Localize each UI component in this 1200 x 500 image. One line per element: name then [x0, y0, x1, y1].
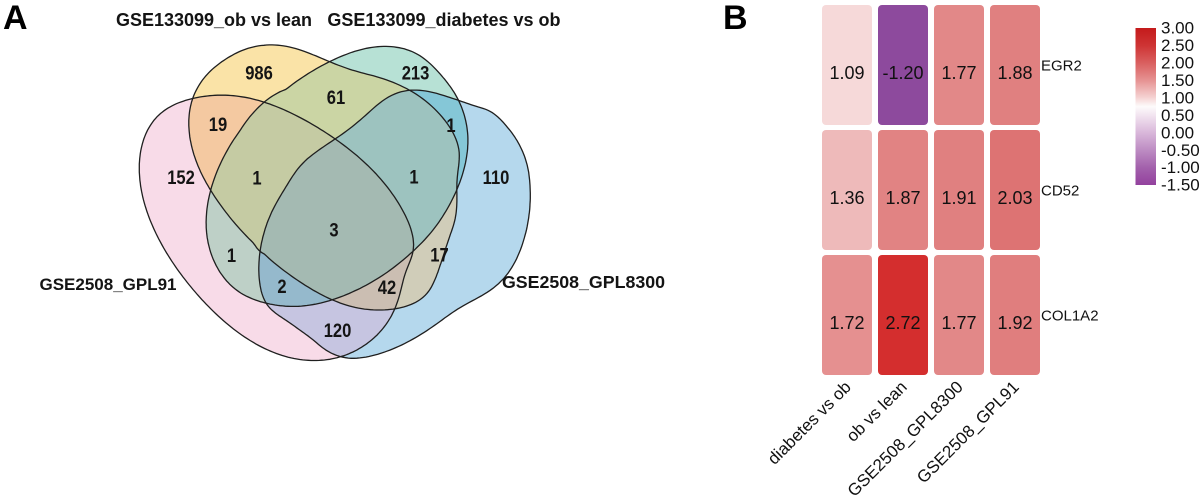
- svg-text:1.77: 1.77: [941, 313, 976, 333]
- svg-text:GSE133099_ob vs lean: GSE133099_ob vs lean: [116, 10, 312, 30]
- svg-text:3: 3: [329, 219, 338, 241]
- svg-text:-1.00: -1.00: [1161, 158, 1200, 177]
- svg-text:1.72: 1.72: [829, 313, 864, 333]
- svg-text:19: 19: [209, 114, 227, 136]
- svg-text:1.36: 1.36: [829, 188, 864, 208]
- svg-text:1: 1: [227, 245, 236, 267]
- svg-text:120: 120: [324, 320, 352, 342]
- svg-text:1.92: 1.92: [997, 313, 1032, 333]
- svg-text:42: 42: [378, 277, 396, 299]
- svg-text:1.88: 1.88: [997, 63, 1032, 83]
- svg-text:A: A: [3, 0, 28, 37]
- svg-text:2.72: 2.72: [885, 313, 920, 333]
- svg-text:110: 110: [483, 167, 510, 189]
- svg-text:COL1A2: COL1A2: [1041, 307, 1099, 324]
- svg-text:1.77: 1.77: [941, 63, 976, 83]
- svg-text:1.09: 1.09: [829, 63, 864, 83]
- svg-text:1.50: 1.50: [1161, 71, 1194, 90]
- svg-text:1: 1: [252, 167, 261, 189]
- svg-text:CD52: CD52: [1041, 182, 1079, 199]
- svg-text:GSE2508_GPL91: GSE2508_GPL91: [39, 275, 176, 294]
- svg-text:2: 2: [277, 276, 286, 298]
- svg-text:1.87: 1.87: [885, 188, 920, 208]
- svg-text:213: 213: [402, 62, 430, 84]
- svg-text:17: 17: [430, 244, 448, 266]
- svg-text:0.00: 0.00: [1161, 123, 1194, 142]
- svg-text:EGR2: EGR2: [1041, 57, 1082, 74]
- svg-text:0.50: 0.50: [1161, 106, 1194, 125]
- svg-text:-1.50: -1.50: [1161, 176, 1200, 195]
- svg-text:2.03: 2.03: [997, 188, 1032, 208]
- svg-text:1.91: 1.91: [941, 188, 976, 208]
- svg-text:-0.50: -0.50: [1161, 141, 1200, 160]
- svg-text:-1.20: -1.20: [882, 63, 923, 83]
- svg-text:152: 152: [167, 167, 195, 189]
- svg-text:986: 986: [245, 62, 273, 84]
- svg-text:2.00: 2.00: [1161, 54, 1194, 73]
- svg-text:3.00: 3.00: [1161, 19, 1194, 38]
- svg-text:GSE133099_diabetes vs ob: GSE133099_diabetes vs ob: [327, 10, 560, 30]
- svg-text:2.50: 2.50: [1161, 36, 1194, 55]
- svg-text:61: 61: [327, 87, 345, 109]
- svg-text:diabetes vs ob: diabetes vs ob: [764, 377, 855, 468]
- svg-text:1.00: 1.00: [1161, 88, 1194, 107]
- svg-text:1: 1: [446, 115, 455, 137]
- svg-text:GSE2508_GPL8300: GSE2508_GPL8300: [502, 272, 665, 292]
- svg-text:1: 1: [409, 166, 418, 188]
- svg-text:B: B: [723, 0, 748, 37]
- svg-text:GSE2508_GPL91: GSE2508_GPL91: [913, 377, 1023, 487]
